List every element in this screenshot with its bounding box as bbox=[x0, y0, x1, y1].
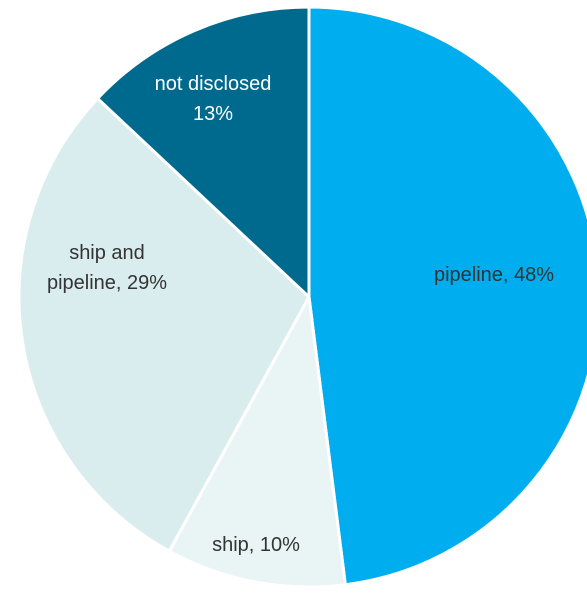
pie-slice-3 bbox=[96, 5, 311, 299]
pie-slice-0 bbox=[307, 5, 587, 587]
slice-label-1: ship, 10% bbox=[212, 534, 300, 556]
slice-label-line: pipeline, 29% bbox=[47, 272, 167, 294]
slice-label-line: not disclosed bbox=[155, 73, 272, 95]
slice-label-line: ship and bbox=[69, 242, 145, 264]
labels-layer: pipeline, 48% ship, 10% ship and pipeline, … bbox=[47, 73, 554, 556]
slice-label-2: ship and pipeline, 29% bbox=[47, 242, 167, 294]
slice-label-line: pipeline, 48% bbox=[434, 264, 554, 286]
pie-slice-2 bbox=[17, 96, 311, 553]
slice-label-3: not disclosed 13% bbox=[155, 73, 272, 125]
slices-layer bbox=[17, 5, 587, 589]
slice-label-line: 13% bbox=[193, 103, 233, 125]
slice-label-0: pipeline, 48% bbox=[434, 264, 554, 286]
slice-label-line: ship, 10% bbox=[212, 534, 300, 556]
pie-slice-1 bbox=[167, 295, 347, 589]
